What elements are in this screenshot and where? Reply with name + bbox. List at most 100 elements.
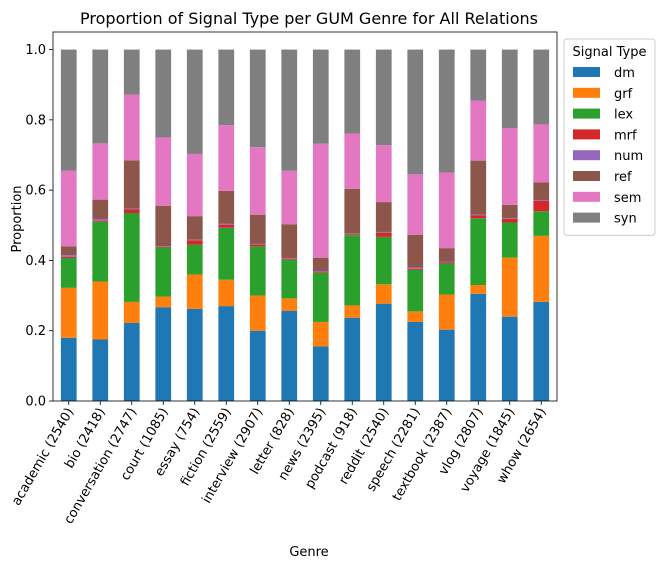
bar-segment-lex bbox=[155, 247, 172, 297]
bar-segment-ref bbox=[249, 214, 266, 244]
bar-segment-sem bbox=[375, 145, 392, 203]
legend-swatch-mrf bbox=[573, 129, 600, 140]
bar-segment-dm bbox=[155, 307, 172, 401]
bar-segment-ref bbox=[60, 246, 77, 256]
bar-segment-lex bbox=[375, 236, 392, 285]
bar-segment-num bbox=[249, 243, 266, 245]
bar-segment-mrf bbox=[186, 240, 203, 245]
bar-segment-sem bbox=[407, 174, 424, 235]
legend-label-ref: ref bbox=[614, 170, 632, 185]
bar-segment-ref bbox=[470, 160, 487, 215]
bar-segment-dm bbox=[249, 330, 266, 401]
legend-label-mrf: mrf bbox=[614, 128, 637, 143]
bar-segment-lex bbox=[407, 269, 424, 312]
legend-label-dm: dm bbox=[614, 66, 635, 81]
legend-label-syn: syn bbox=[614, 212, 637, 227]
bar-segment-sem bbox=[344, 133, 361, 189]
bar-segment-lex bbox=[123, 212, 140, 302]
bar-segment-syn bbox=[60, 49, 77, 171]
bar-segment-dm bbox=[470, 293, 487, 401]
bar-segment-sem bbox=[249, 147, 266, 215]
bar-segment-dm bbox=[407, 321, 424, 401]
bar-segment-sem bbox=[155, 137, 172, 206]
bar-segment-ref bbox=[155, 205, 172, 247]
bar-segment-grf bbox=[407, 311, 424, 322]
bar-segment-mrf bbox=[249, 244, 266, 247]
bar-segment-grf bbox=[312, 321, 329, 347]
bar-segment-ref bbox=[281, 224, 298, 258]
bar-segment-lex bbox=[60, 257, 77, 288]
bar-segment-num bbox=[60, 255, 77, 257]
legend-label-lex: lex bbox=[614, 108, 633, 123]
bar-segment-syn bbox=[123, 49, 140, 95]
bar-segment-mrf bbox=[281, 258, 298, 260]
bar-segment-grf bbox=[60, 287, 77, 338]
legend-title: Signal Type bbox=[573, 45, 647, 60]
legend-label-num: num bbox=[614, 149, 643, 164]
legend-swatch-ref bbox=[573, 171, 600, 181]
bar-segment-lex bbox=[470, 218, 487, 286]
bar-segment-grf bbox=[533, 235, 550, 302]
y-tick-label: 0.2 bbox=[25, 324, 46, 339]
bar-segment-grf bbox=[470, 285, 487, 294]
bar-segment-syn bbox=[92, 49, 109, 144]
bar-segment-syn bbox=[375, 49, 392, 146]
bar-segment-mrf bbox=[533, 200, 550, 212]
bar-segment-grf bbox=[249, 295, 266, 331]
bar-segment-num bbox=[470, 214, 487, 216]
bar-segment-mrf bbox=[60, 256, 77, 258]
y-tick-label: 0.0 bbox=[25, 395, 46, 410]
bar-segment-syn bbox=[533, 49, 550, 125]
bar-segment-num bbox=[312, 270, 329, 273]
bar-segment-syn bbox=[501, 49, 518, 129]
bar-segment-ref bbox=[123, 160, 140, 209]
bar-segment-mrf bbox=[375, 232, 392, 237]
bar-segment-syn bbox=[249, 49, 266, 148]
bar-segment-syn bbox=[438, 49, 455, 173]
bar-segment-dm bbox=[218, 306, 235, 401]
bar-segment-num bbox=[438, 261, 455, 263]
bar-segment-num bbox=[344, 233, 361, 235]
bar-segment-num bbox=[186, 239, 203, 241]
bar-segment-sem bbox=[470, 100, 487, 161]
bar-segment-lex bbox=[438, 263, 455, 295]
bar-segment-mrf bbox=[312, 272, 329, 273]
bar-segment-lex bbox=[312, 272, 329, 322]
bar-segment-syn bbox=[312, 49, 329, 144]
bar-segment-lex bbox=[186, 244, 203, 275]
y-tick-label: 0.8 bbox=[25, 113, 46, 128]
bar-segment-sem bbox=[218, 125, 235, 191]
bar-segment-lex bbox=[501, 222, 518, 258]
bar-segment-grf bbox=[344, 305, 361, 318]
bar-segment-sem bbox=[186, 153, 203, 217]
bar-segment-grf bbox=[281, 298, 298, 311]
bar-segment-lex bbox=[249, 246, 266, 296]
bar-segment-dm bbox=[501, 316, 518, 401]
bar-segment-grf bbox=[155, 296, 172, 308]
bar-segment-grf bbox=[501, 257, 518, 317]
bar-segment-mrf bbox=[218, 224, 235, 228]
bar-segment-num bbox=[92, 218, 109, 221]
bar-segment-sem bbox=[60, 170, 77, 247]
bar-segment-num bbox=[281, 257, 298, 259]
legend-label-grf: grf bbox=[614, 87, 633, 102]
bar-segment-dm bbox=[186, 308, 203, 401]
bar-segment-dm bbox=[123, 322, 140, 401]
legend-swatch-dm bbox=[573, 67, 600, 77]
legend-swatch-lex bbox=[573, 108, 600, 119]
bar-segment-ref bbox=[218, 190, 235, 224]
y-tick-label: 1.0 bbox=[25, 43, 46, 58]
bar-segment-mrf bbox=[123, 209, 140, 213]
bar-segment-mrf bbox=[501, 218, 518, 223]
bar-segment-syn bbox=[186, 49, 203, 154]
bar-segment-mrf bbox=[344, 234, 361, 236]
bar-segment-ref bbox=[186, 216, 203, 240]
bar-segment-mrf bbox=[438, 262, 455, 264]
bar-segment-sem bbox=[123, 94, 140, 161]
bar-segment-grf bbox=[186, 274, 203, 309]
bar-segment-num bbox=[218, 223, 235, 225]
bar-segment-syn bbox=[470, 49, 487, 101]
bar-segment-ref bbox=[407, 234, 424, 268]
